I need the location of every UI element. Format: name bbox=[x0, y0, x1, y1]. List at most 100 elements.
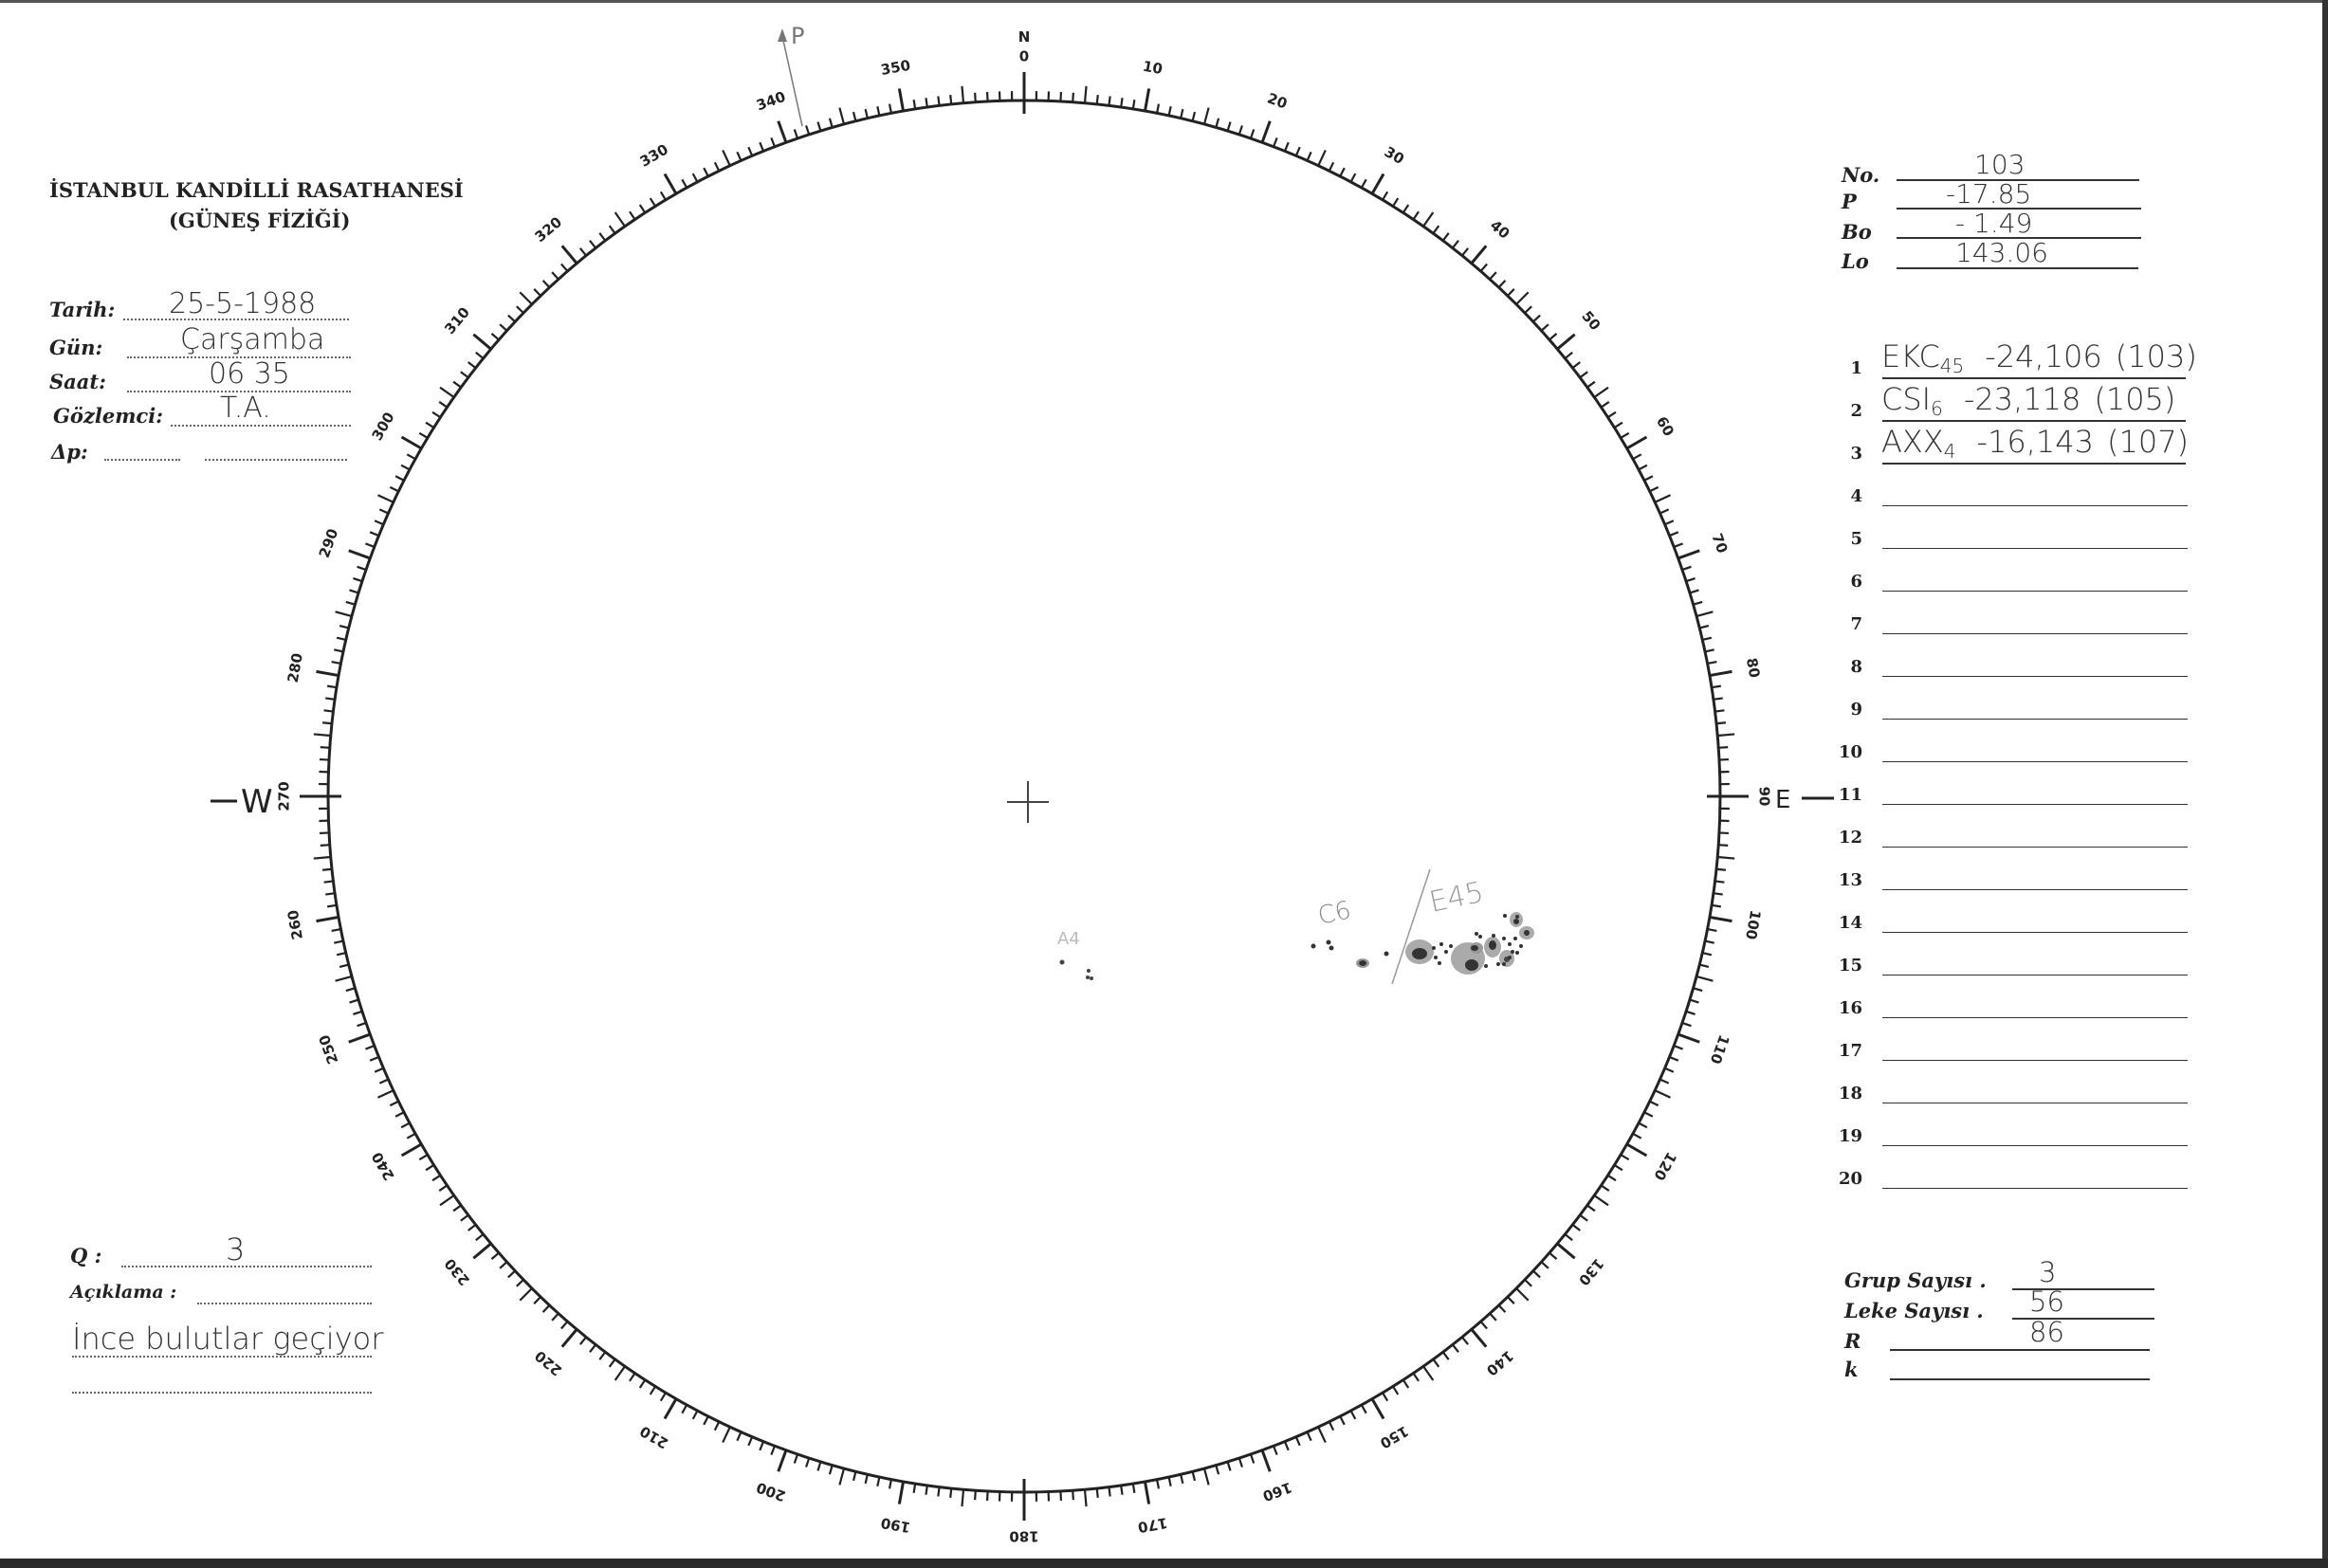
scale-tick bbox=[1120, 98, 1124, 108]
scale-label: 10 bbox=[1142, 58, 1164, 78]
scale-tick bbox=[1715, 867, 1727, 871]
scale-tick bbox=[1059, 91, 1063, 102]
scale-tick bbox=[777, 1449, 788, 1472]
scale-tick bbox=[1638, 464, 1648, 471]
scale-label: 340 bbox=[754, 88, 788, 115]
group-row-line bbox=[1882, 1017, 2188, 1018]
west-label: W bbox=[241, 783, 273, 821]
scale-label: 100 bbox=[1742, 909, 1764, 941]
group-row-line bbox=[1882, 761, 2188, 762]
scale-tick bbox=[348, 549, 371, 560]
group-label-c6: C6 bbox=[1315, 896, 1353, 931]
group-row-line bbox=[1882, 1188, 2188, 1189]
scale-tick bbox=[345, 600, 356, 606]
scale-tick bbox=[1556, 1242, 1576, 1260]
scale-tick bbox=[400, 1121, 411, 1129]
scale-tick bbox=[1072, 92, 1074, 102]
group-row-line bbox=[1882, 719, 2188, 720]
group-row-number: 13 bbox=[1838, 870, 1862, 890]
scale-tick bbox=[560, 1328, 578, 1348]
scale-tick bbox=[1540, 323, 1549, 332]
remarks-line bbox=[197, 1303, 372, 1304]
date-value: 25-5-1988 bbox=[169, 287, 317, 320]
scale-tick bbox=[475, 1233, 485, 1242]
scale-label: 330 bbox=[637, 140, 671, 170]
group-row-entry: CSI6 -23,118 (105) bbox=[1881, 384, 2175, 418]
scale-tick bbox=[876, 106, 881, 117]
group-row-number: 20 bbox=[1838, 1169, 1862, 1189]
scale-tick bbox=[365, 1045, 376, 1050]
scale-tick bbox=[1659, 508, 1670, 515]
remarks-value: İnce bulutlar geçiyor bbox=[72, 1321, 384, 1357]
scale-tick bbox=[374, 520, 384, 526]
scale-tick bbox=[985, 1490, 989, 1502]
scale-tick bbox=[472, 333, 492, 351]
scale-tick bbox=[1155, 1479, 1161, 1489]
scale-tick bbox=[335, 611, 353, 618]
scale-tick bbox=[1095, 1487, 1099, 1499]
scale-tick bbox=[1718, 844, 1729, 847]
scale-label: 300 bbox=[368, 410, 397, 444]
group-row-number: 16 bbox=[1838, 998, 1862, 1018]
scale-tick bbox=[1131, 99, 1136, 110]
scale-label: 220 bbox=[532, 1347, 566, 1379]
r-label: R bbox=[1844, 1329, 1861, 1353]
group-coordinates: -16,143 bbox=[1976, 424, 2094, 460]
scale-tick bbox=[336, 952, 347, 957]
delta-p-label: Δp: bbox=[51, 440, 88, 464]
scale-tick bbox=[431, 410, 442, 419]
scale-tick bbox=[325, 892, 336, 896]
scan-border-bottom bbox=[0, 1559, 2328, 1568]
scale-tick bbox=[1698, 624, 1710, 629]
scale-tick bbox=[1143, 88, 1151, 112]
scale-tick bbox=[331, 927, 341, 933]
group-coordinates: -23,118 bbox=[1963, 381, 2081, 417]
group-row-number: 17 bbox=[1838, 1041, 1862, 1061]
scale-tick bbox=[320, 746, 330, 749]
scale-tick bbox=[1392, 1385, 1400, 1395]
scale-tick bbox=[1549, 333, 1558, 341]
scale-tick bbox=[369, 531, 379, 538]
scale-tick bbox=[1620, 1154, 1630, 1161]
scale-tick bbox=[1237, 1457, 1243, 1468]
scale-tick bbox=[578, 247, 587, 257]
scale-tick bbox=[336, 636, 347, 641]
observer-field-line bbox=[171, 425, 351, 427]
group-row-line bbox=[1882, 633, 2188, 634]
scale-label: 140 bbox=[1483, 1347, 1517, 1379]
scale-tick bbox=[1072, 1490, 1074, 1501]
scale-label: 20 bbox=[1265, 90, 1290, 113]
scale-tick bbox=[499, 1261, 508, 1269]
scale-tick bbox=[1191, 111, 1197, 122]
scale-tick bbox=[1664, 520, 1675, 526]
scale-tick bbox=[864, 108, 869, 119]
group-row-entry: EKC45 -24,106 (103) bbox=[1881, 341, 2197, 375]
scale-tick bbox=[1718, 757, 1730, 761]
scale-tick bbox=[1452, 1343, 1459, 1353]
scale-tick bbox=[452, 380, 462, 389]
scale-tick bbox=[499, 323, 508, 332]
scale-tick bbox=[1711, 903, 1722, 908]
scale-tick bbox=[551, 271, 559, 281]
scale-label: 70 bbox=[1708, 531, 1731, 556]
scale-tick bbox=[1402, 204, 1410, 214]
scale-tick bbox=[1360, 1404, 1367, 1414]
scale-tick bbox=[1339, 1415, 1346, 1426]
scale-tick bbox=[949, 1487, 953, 1499]
scale-tick bbox=[467, 361, 477, 369]
group-row-number: 11 bbox=[1838, 785, 1862, 805]
scale-tick bbox=[348, 1032, 371, 1044]
scale-tick bbox=[400, 1142, 423, 1158]
group-row-number: 1 bbox=[1850, 358, 1862, 378]
scale-tick bbox=[985, 91, 989, 102]
scale-tick bbox=[406, 453, 416, 461]
scale-tick bbox=[1564, 1233, 1573, 1242]
scale-tick bbox=[1167, 1476, 1172, 1486]
p-value: -17.85 bbox=[1946, 178, 2032, 210]
scale-tick bbox=[326, 903, 338, 908]
scale-tick bbox=[1452, 240, 1459, 249]
scale-tick bbox=[1202, 107, 1210, 125]
scale-tick bbox=[838, 1468, 846, 1486]
q-line bbox=[121, 1266, 372, 1267]
